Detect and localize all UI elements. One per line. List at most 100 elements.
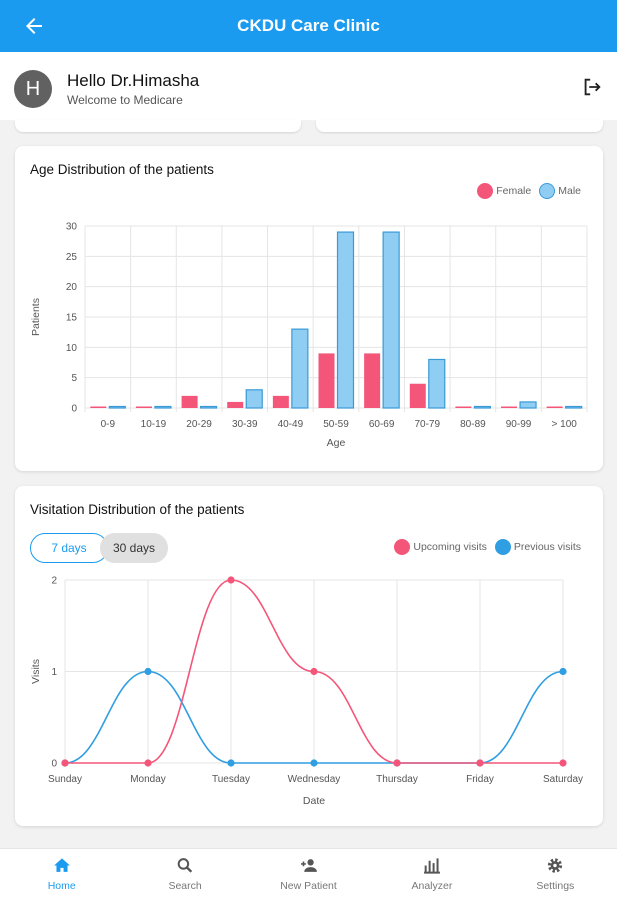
x-tick-label: 70-79 [414,419,440,430]
y-tick-label: 0 [71,404,77,415]
point-upcoming [476,759,484,767]
bar-male [108,405,126,409]
bar-female [227,401,244,408]
age-bar-chart: 0 5 10 15 20 25 30 0-9 10-19 20-29 30-39 40-49 50-59… [30,222,588,449]
x-tick-label: Sunday [48,774,82,785]
legend-label-upcoming: Upcoming visits [413,541,487,553]
y-tick-label: 20 [66,282,78,293]
point-upcoming [559,759,567,767]
point-upcoming [227,576,235,584]
x-tick-label: Thursday [376,774,418,785]
point-previous [310,759,318,767]
x-tick-label: 80-89 [460,419,486,430]
app-bar: CKDU Care Clinic [0,0,617,52]
nav-label-search: Search [168,880,202,892]
x-tick-label: Friday [466,774,494,785]
age-legend: Female Male [469,183,581,199]
bar-female [318,353,335,408]
point-upcoming [61,759,69,767]
legend-label-previous: Previous visits [513,541,581,553]
bar-male [382,231,400,409]
point-previous [559,667,567,676]
visit-legend: Upcoming visits Previous visits [386,539,581,555]
x-tick-label: Wednesday [288,774,341,785]
x-tick-label: 40-49 [278,419,304,430]
x-tick-label: 30-39 [232,419,258,430]
bar-male [291,328,309,409]
bar-female [181,395,198,408]
gear-icon [548,858,563,873]
bar-female [272,395,289,408]
point-upcoming [393,759,401,767]
point-previous [144,667,152,676]
previous-swatch [494,539,511,555]
upcoming-swatch [394,539,411,555]
nav-analyzer[interactable]: Analyzer [370,849,493,900]
legend-item-male: Male [539,183,581,199]
x-tick-label: Tuesday [212,774,250,785]
y-tick-label: 2 [51,576,57,587]
x-axis-label: Date [303,795,325,807]
line-upcoming [65,579,563,764]
point-upcoming [144,759,152,767]
y-axis-label: Visits [30,659,42,684]
nav-label-home: Home [47,880,76,892]
visit-line-chart: 0 1 2 Sunday Monday Tuesday Wednesday Thursday F… [30,576,583,808]
y-tick-label: 10 [66,343,78,354]
x-tick-label: 20-29 [186,419,212,430]
nav-label-analyzer: Analyzer [411,880,453,892]
visit-card-title: Visitation Distribution of the patients [30,502,245,517]
welcome-subtitle: Welcome to Medicare [67,93,183,107]
y-tick-label: 25 [66,252,78,263]
add-person-icon [300,859,317,872]
nav-label-new-patient: New Patient [280,880,337,892]
bar-female [409,383,426,408]
bar-female [546,406,563,408]
bar-male [199,405,218,409]
nav-settings[interactable]: Settings [494,849,617,900]
age-card-title: Age Distribution of the patients [30,162,214,177]
point-upcoming [310,667,318,676]
x-tick-label: Monday [130,774,166,785]
bar-female [455,406,472,408]
visitation-card: Visitation Distribution of the patients … [15,486,603,826]
nav-home[interactable]: Home [0,849,123,900]
bar-female [135,406,152,408]
y-tick-label: 5 [71,373,77,384]
bar-female [364,353,381,408]
legend-item-upcoming: Upcoming visits [394,539,487,555]
legend-label-male: Male [558,185,581,197]
x-tick-label: 10-19 [141,419,167,430]
bar-male [245,389,263,409]
home-icon [53,858,70,872]
x-tick-label: 50-59 [323,419,349,430]
app-title: CKDU Care Clinic [237,16,380,35]
y-axis-label: Patients [30,298,42,336]
legend-item-female: Female [477,183,531,199]
legend-label-female: Female [496,185,532,197]
y-tick-label: 0 [51,759,57,770]
bar-male [154,405,172,409]
bar-male [519,401,537,409]
bar-male [565,405,583,409]
search-icon [177,858,193,873]
x-tick-label: Saturday [543,774,583,785]
bar-female [501,406,518,408]
age-distribution-card: Age Distribution of the patients Female … [15,146,603,471]
nav-search[interactable]: Search [123,849,246,900]
back-arrow-icon[interactable] [22,14,46,38]
chip-30-days[interactable]: 30 days [100,533,168,563]
male-swatch [539,183,556,199]
legend-item-previous: Previous visits [494,539,581,555]
summary-card-left [15,120,301,132]
x-tick-label: 60-69 [369,419,395,430]
bar-male [473,405,492,409]
nav-new-patient[interactable]: New Patient [247,849,370,900]
x-tick-label: 0-9 [101,419,116,430]
x-tick-label: > 100 [552,419,578,430]
point-previous [227,759,235,767]
y-tick-label: 15 [66,313,78,324]
chip-7-days[interactable]: 7 days [30,533,108,563]
logout-icon[interactable] [581,76,603,98]
bar-female [90,406,107,408]
